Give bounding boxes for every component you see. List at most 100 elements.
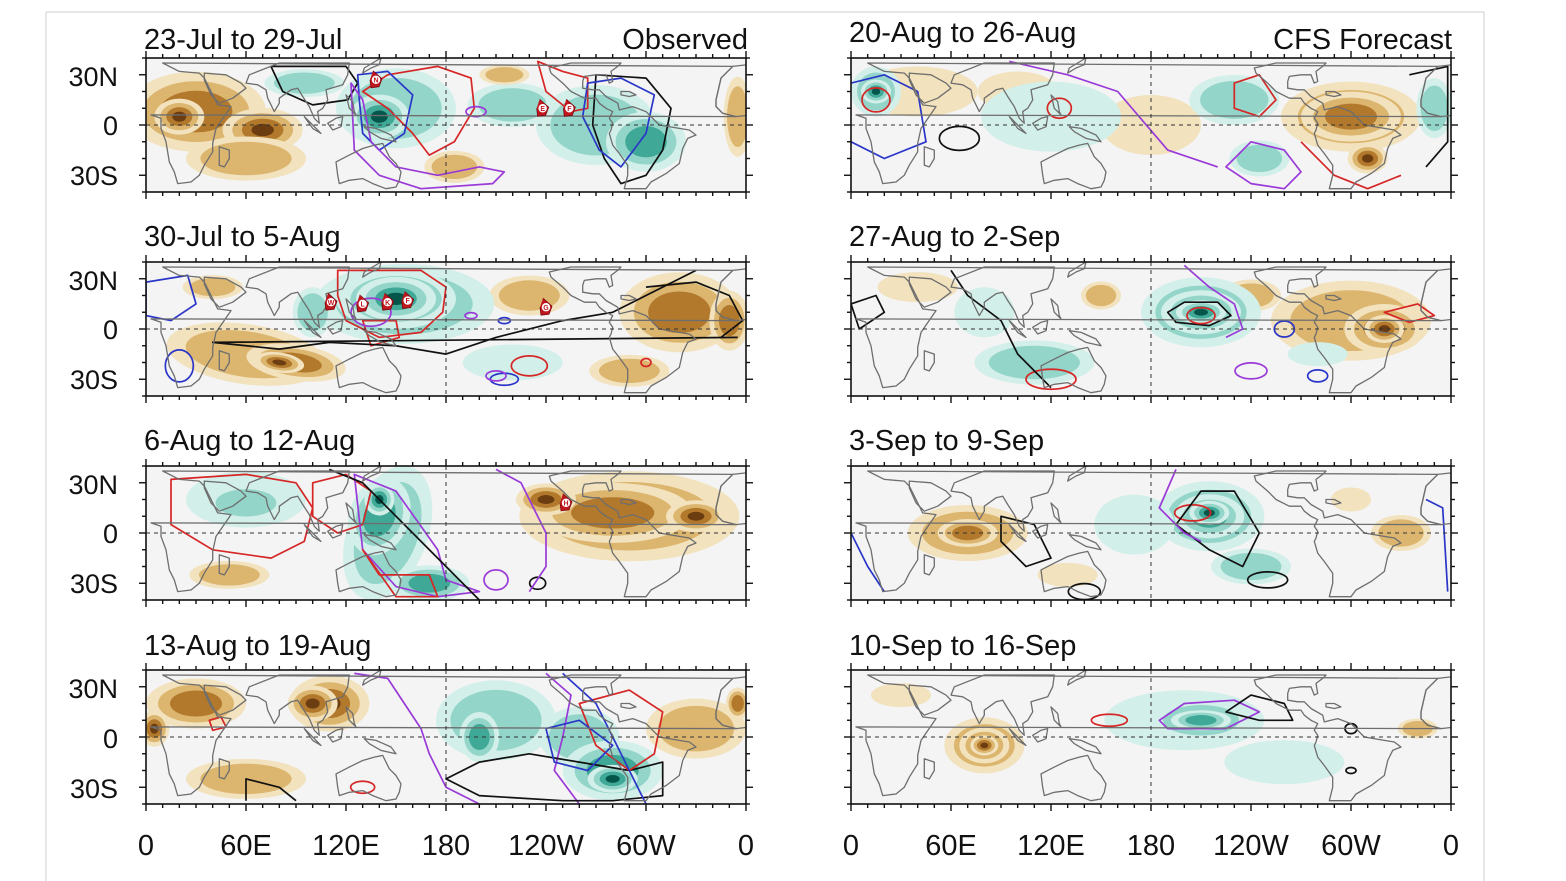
anomaly-contour — [211, 269, 738, 355]
anomaly-shading — [478, 88, 547, 122]
storm-letter: E — [540, 106, 545, 113]
coastline — [327, 523, 344, 539]
storm-letter: W — [328, 300, 335, 307]
anomaly-contour — [483, 569, 509, 591]
coastline — [1008, 319, 1027, 339]
coastline — [218, 554, 230, 576]
coastline — [1050, 298, 1062, 320]
storm-marker: F — [401, 291, 415, 309]
storm-symbol-core — [403, 296, 412, 305]
coastline — [620, 498, 637, 506]
anomaly-contour — [1009, 60, 1218, 168]
anomaly-contour — [465, 105, 487, 118]
coastline — [245, 470, 350, 532]
anomaly-contour — [528, 576, 547, 591]
anomaly-shading — [305, 698, 320, 709]
anomaly-contour — [851, 532, 886, 593]
coastline — [327, 319, 344, 335]
coastline — [620, 702, 637, 710]
panel-map — [844, 255, 1458, 403]
map-plot-area — [851, 58, 1451, 192]
coastline — [1050, 94, 1062, 116]
anomaly-shading — [468, 724, 490, 750]
anomaly-contour — [1409, 65, 1449, 168]
coastline — [1067, 670, 1087, 686]
anomaly-shading — [871, 88, 881, 95]
coastline — [1040, 754, 1107, 802]
panel-obs-4: 13-Aug to 19-Aug 30N 0 30S — [68, 630, 753, 811]
anomaly-shading — [537, 495, 555, 504]
coastline — [1067, 262, 1087, 278]
panel-obs-3: 6-Aug to 12-Aug H 30N 0 30S — [68, 425, 753, 607]
anomaly-shading — [408, 573, 451, 593]
panel-map: H — [139, 459, 753, 607]
coastline — [620, 90, 637, 98]
coastline — [950, 266, 1055, 328]
anomaly-contour — [1225, 140, 1302, 190]
lat-label-30s: 30S — [70, 365, 118, 395]
coastline — [950, 470, 1055, 532]
anomaly-contour — [578, 689, 664, 772]
coastline — [548, 674, 697, 802]
lon-label-0-end: 0 — [738, 830, 754, 862]
coastline — [923, 146, 935, 168]
anomaly-contour — [1300, 141, 1402, 190]
anomaly-contour — [1306, 369, 1329, 383]
panel-fcst-4: 10-Sep to 16-Sep — [844, 630, 1458, 811]
anomaly-shading — [1420, 85, 1449, 132]
anomaly-contour — [861, 87, 891, 113]
coastline — [548, 266, 697, 394]
coastline — [303, 523, 322, 543]
anomaly-contour — [164, 348, 195, 383]
storm-symbol-core — [561, 498, 571, 508]
coastline — [1050, 502, 1062, 524]
anomaly-shading — [648, 291, 711, 334]
anomaly-shading — [1194, 308, 1208, 316]
coastline — [855, 266, 1442, 389]
anomaly-contour — [1158, 469, 1202, 543]
coastline — [218, 350, 230, 372]
storm-symbol-core — [383, 298, 392, 307]
lat-label-30n: 30N — [68, 266, 118, 296]
lon-label-60e: 60E — [220, 830, 272, 862]
coastline — [1008, 115, 1027, 135]
longitude-axis-observed: 0 60E 120E 180 120W 60W 0 — [138, 830, 754, 862]
coastline — [303, 115, 322, 135]
storm-marker: G — [539, 297, 553, 316]
anomaly-shading — [605, 774, 620, 783]
anomaly-contour — [510, 354, 549, 377]
anomaly-shading — [1362, 154, 1374, 163]
coastline — [218, 146, 230, 168]
storm-marker: K — [381, 292, 395, 311]
map-plot-area: W L K F G — [146, 262, 746, 396]
anomaly-shading — [1236, 144, 1283, 173]
coastline — [335, 550, 402, 598]
anomaly-shading — [200, 141, 292, 176]
coastline — [1325, 294, 1342, 302]
storm-symbol-core — [371, 75, 381, 84]
anomaly-shading — [871, 683, 931, 708]
coastline — [548, 470, 697, 598]
coastline — [203, 276, 247, 308]
anomaly-contour — [1046, 97, 1073, 120]
anomaly-contour — [1090, 713, 1129, 728]
anomaly-contour — [1234, 362, 1268, 380]
lat-label-30s: 30S — [70, 569, 118, 599]
anomaly-contour — [361, 65, 476, 156]
anomaly-shading — [273, 72, 335, 94]
coastline — [245, 674, 350, 736]
coastline — [1253, 674, 1402, 802]
anomaly-contour — [640, 357, 652, 368]
anomaly-contour — [1166, 301, 1232, 327]
coastline — [345, 706, 357, 728]
coastline — [923, 758, 935, 780]
coastline — [1032, 523, 1049, 539]
coastline — [855, 470, 1442, 593]
coastline — [150, 470, 737, 593]
anomaly-contour — [851, 73, 927, 160]
storm-marker: N — [369, 70, 383, 89]
anomaly-contour — [361, 319, 401, 347]
anomaly-contour — [497, 316, 512, 325]
coastline — [908, 684, 952, 716]
